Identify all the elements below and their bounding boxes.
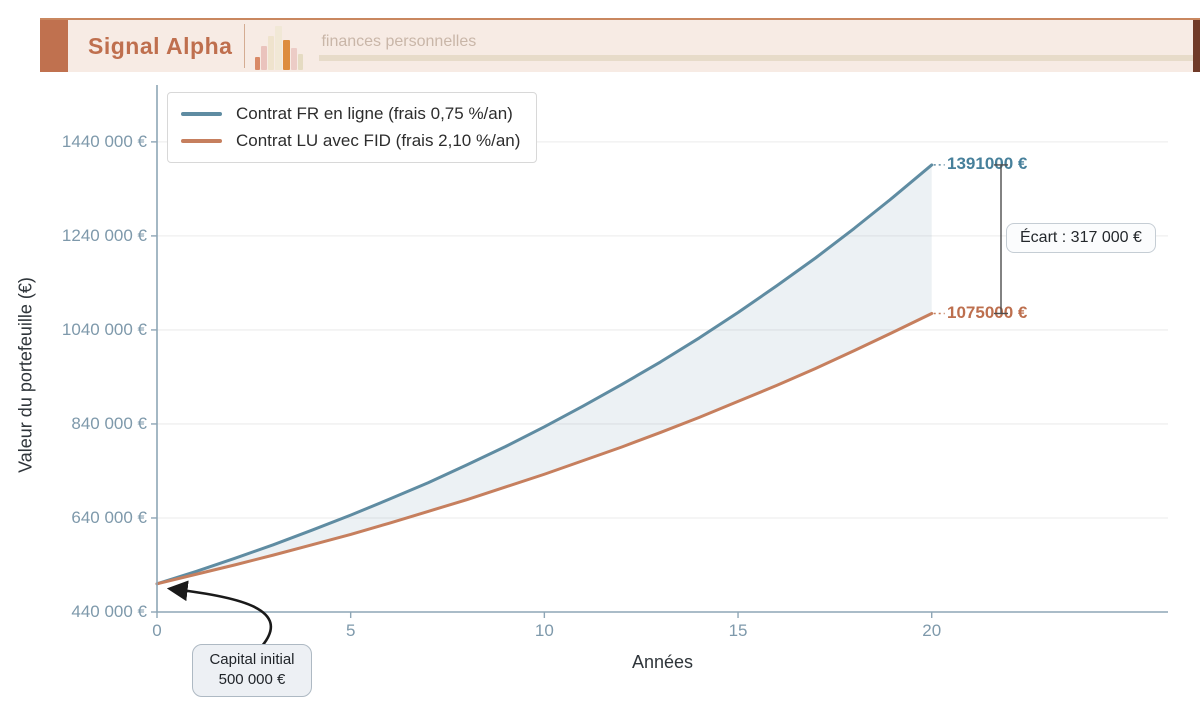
legend-item-1[interactable]: Contrat LU avec FID (frais 2,10 %/an) — [181, 131, 520, 151]
capital-initial-label: Capital initial — [209, 651, 295, 668]
x-tick-label: 20 — [922, 621, 942, 640]
legend-swatch — [181, 139, 222, 143]
capital-initial-annotation: Capital initial 500 000 € — [192, 644, 312, 697]
capital-initial-value: 500 000 € — [218, 671, 286, 689]
y-tick-label: 1040 000 € — [61, 319, 147, 339]
breadcrumb[interactable]: finances personnelles — [319, 20, 1193, 72]
legend: Contrat FR en ligne (frais 0,75 %/an) Con… — [167, 92, 538, 163]
legend-item-0[interactable]: Contrat FR en ligne (frais 0,75 %/an) — [181, 104, 520, 124]
x-tick-label: 15 — [728, 621, 748, 640]
header-divider — [244, 24, 246, 68]
y-tick-label: 640 000 € — [71, 507, 147, 527]
y-tick-label: 1440 000 € — [61, 131, 147, 151]
x-tick-label: 10 — [534, 621, 554, 640]
y-tick-label: 840 000 € — [71, 413, 147, 433]
x-tick-label: 5 — [345, 621, 356, 640]
x-tick-label: 0 — [152, 621, 162, 640]
y-axis-title: Valeur du portefeuille (€) — [15, 277, 36, 473]
legend-label: Contrat LU avec FID (frais 2,10 %/an) — [236, 131, 521, 150]
header-bar: Signal Alpha finances personnelles — [40, 18, 1200, 72]
y-tick-label: 1240 000 € — [61, 225, 147, 245]
end-value-label-fr: 1391000 € — [947, 154, 1028, 173]
breadcrumb-label[interactable]: finances personnelles — [321, 33, 477, 50]
bar-chart-icon — [255, 22, 304, 70]
gap-annotation: Écart : 317 000 € — [1006, 223, 1156, 253]
header-edge-accent — [1193, 20, 1200, 72]
end-value-label-lu: 1075000 € — [947, 303, 1028, 322]
legend-swatch — [181, 112, 222, 116]
brand-name: Signal Alpha — [88, 32, 233, 59]
legend-label: Contrat FR en ligne (frais 0,75 %/an) — [236, 104, 513, 123]
brand-color-block — [40, 20, 68, 72]
breadcrumb-underline — [319, 55, 1193, 61]
y-tick-label: 440 000 € — [71, 602, 147, 621]
x-axis-title: Années — [631, 652, 694, 672]
